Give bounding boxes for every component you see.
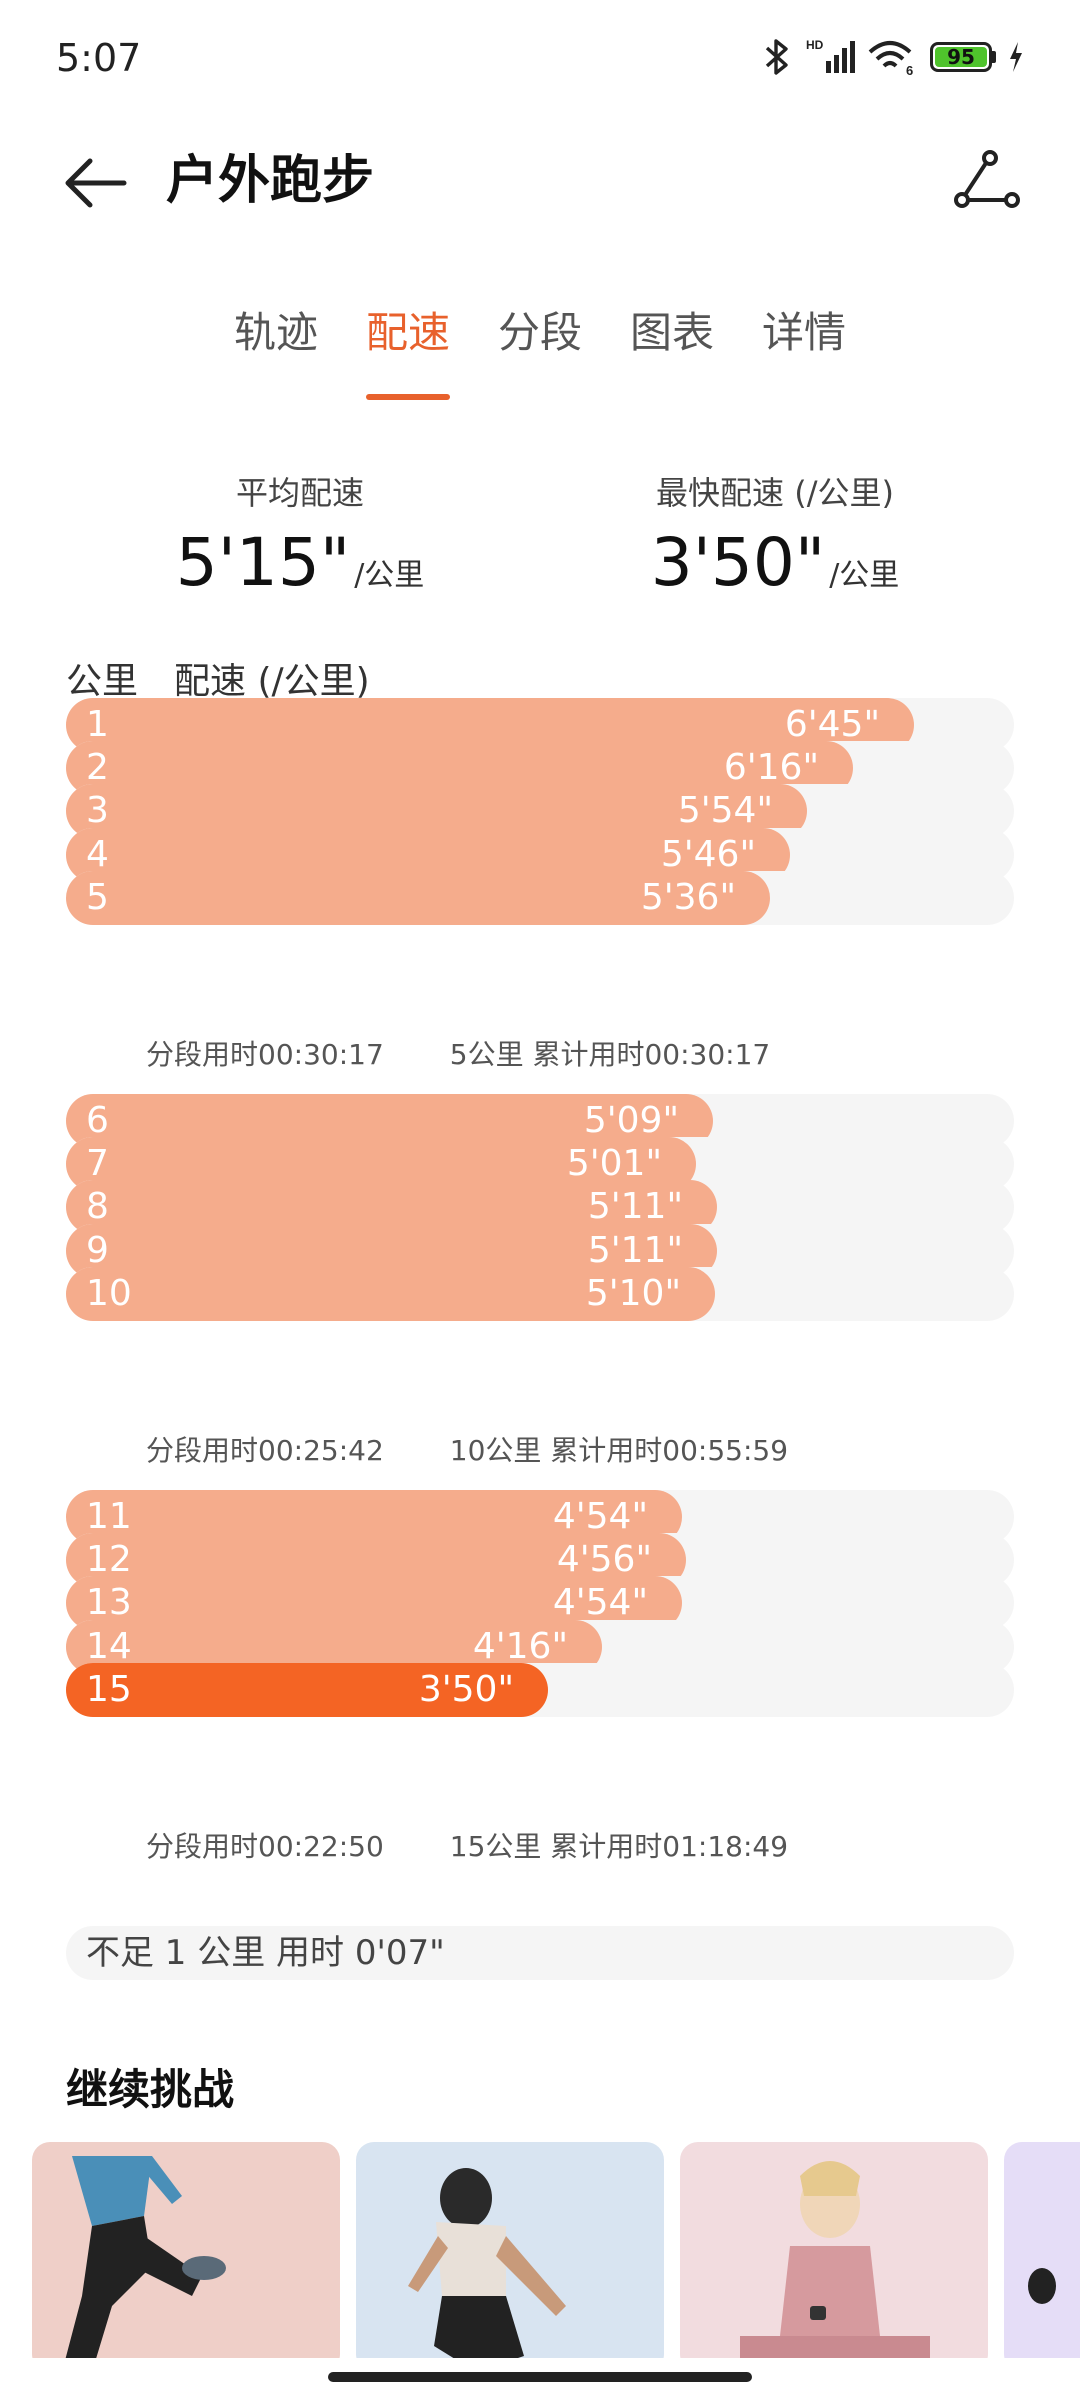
tab-splits[interactable]: 分段	[497, 308, 582, 357]
challenge-card[interactable]	[680, 2142, 988, 2358]
cellular-signal-icon: HD	[806, 38, 855, 73]
back-button[interactable]	[60, 148, 134, 218]
status-bar: 5:07 HD 6 95	[0, 0, 1080, 120]
pace-bar-km-label: 15	[86, 1668, 132, 1710]
arrow-left-icon	[65, 158, 127, 208]
home-indicator[interactable]	[328, 2372, 752, 2382]
average-pace-value: 5'15"	[175, 524, 351, 601]
remainder-row: 不足 1 公里 用时 0'07"	[66, 1926, 1014, 1980]
pace-bar-km-label: 10	[86, 1272, 132, 1314]
average-pace-label: 平均配速	[235, 474, 364, 512]
status-icons: HD 6 95	[762, 34, 1024, 80]
pace-bar-value-label: 5'01"	[566, 1143, 662, 1185]
runner-photo	[408, 2168, 566, 2358]
remainder-label: 不足 1 公里 用时 0'07"	[86, 1933, 445, 1973]
tab-track[interactable]: 轨迹	[233, 308, 318, 357]
pace-bar: 15 3'50"	[66, 1662, 548, 1717]
pace-bar-km-label: 7	[86, 1143, 109, 1185]
pace-bar-value-label: 4'54"	[552, 1496, 648, 1537]
tab-details[interactable]: 详情	[762, 308, 847, 357]
average-pace-unit: /公里	[354, 558, 425, 593]
average-pace-stat: 平均配速 5'15"/公里	[150, 468, 450, 601]
pace-bar-km-label: 6	[86, 1100, 109, 1141]
page-title: 户外跑步	[166, 151, 375, 211]
pace-bar-row: 15 3'50"	[66, 1662, 1014, 1717]
runner-photo	[65, 2156, 226, 2358]
pace-bar-km-label: 2	[86, 747, 109, 789]
pace-bar-km-label: 4	[86, 833, 109, 875]
fastest-pace-label: 最快配速 (/公里)	[656, 474, 894, 512]
pace-bar-km-label: 12	[86, 1539, 132, 1581]
pace-bar-km-label: 1	[86, 704, 109, 745]
wifi-badge: 6	[906, 63, 913, 77]
pace-bar-km-label: 9	[86, 1229, 109, 1271]
tab-bar: 轨迹 配速 分段 图表 详情	[0, 298, 1080, 400]
column-pace-label: 配速 (/公里)	[174, 661, 370, 702]
pace-bar-km-label: 8	[86, 1186, 109, 1228]
charging-icon	[1010, 42, 1022, 72]
split-time: 分段用时00:22:50	[146, 1830, 384, 1863]
split-summary: 分段用时00:25:42 10公里 累计用时00:55:59	[146, 1429, 788, 1469]
network-type-label: HD	[806, 38, 824, 52]
tab-charts[interactable]: 图表	[630, 308, 715, 357]
pace-bar-km-label: 5	[86, 876, 109, 918]
pace-bar-km-label: 14	[86, 1625, 132, 1667]
challenge-card[interactable]	[356, 2142, 664, 2358]
tab-pace[interactable]: 配速	[365, 298, 450, 400]
pace-bar-km-label: 11	[86, 1496, 132, 1537]
challenge-card[interactable]	[1004, 2142, 1080, 2358]
pace-bar-value-label: 5'54"	[677, 790, 773, 832]
route-icon	[954, 150, 1020, 208]
battery-icon: 95	[930, 42, 996, 72]
pace-bar-row: 10 5'10"	[66, 1266, 1014, 1321]
pace-bar-value-label: 5'11"	[587, 1229, 683, 1271]
challenge-card[interactable]	[32, 2142, 340, 2358]
pace-bar-row: 5 5'36"	[66, 870, 1014, 925]
pace-bar-value-label: 5'36"	[640, 876, 736, 918]
fastest-pace-unit: /公里	[829, 558, 900, 593]
pace-bar-value-label: 6'45"	[784, 704, 880, 745]
pace-bar: 5 5'36"	[66, 870, 770, 925]
fitness-photo	[1028, 2268, 1056, 2304]
pace-bar-km-label: 13	[86, 1582, 132, 1624]
challenge-section-title: 继续挑战	[66, 2065, 235, 2114]
pace-bar-value-label: 5'09"	[583, 1100, 679, 1141]
pace-summary: 平均配速 5'15"/公里 最快配速 (/公里) 3'50"/公里	[0, 468, 1080, 608]
bluetooth-icon	[765, 39, 788, 75]
pace-bar-value-label: 3'50"	[418, 1668, 514, 1710]
pace-bar-value-label: 4'16"	[472, 1625, 568, 1667]
pace-bar-value-label: 4'54"	[552, 1582, 648, 1624]
split-summary: 分段用时00:22:50 15公里 累计用时01:18:49	[146, 1825, 788, 1865]
split-summary: 分段用时00:30:17 5公里 累计用时00:30:17	[146, 1033, 770, 1073]
challenge-carousel	[32, 2142, 1080, 2358]
fastest-pace-value: 3'50"	[650, 524, 826, 601]
split-time: 分段用时00:30:17	[146, 1038, 384, 1071]
status-time: 5:07	[56, 36, 142, 80]
cumulative-time: 10公里 累计用时00:55:59	[449, 1434, 789, 1467]
pace-bar-value-label: 5'10"	[585, 1272, 681, 1314]
pace-bar-value-label: 4'56"	[556, 1539, 652, 1581]
split-time: 分段用时00:25:42	[146, 1434, 384, 1467]
battery-level: 95	[935, 47, 987, 67]
wifi-icon: 6	[868, 41, 913, 77]
pace-bar: 10 5'10"	[66, 1266, 715, 1321]
route-share-button[interactable]	[950, 146, 1022, 218]
fastest-pace-stat: 最快配速 (/公里) 3'50"/公里	[610, 468, 940, 601]
cumulative-time: 15公里 累计用时01:18:49	[449, 1830, 789, 1863]
pace-bar-km-label: 3	[86, 790, 109, 832]
pace-bar-value-label: 6'16"	[723, 747, 819, 789]
column-header: 公里 配速 (/公里)	[66, 652, 406, 704]
cumulative-time: 5公里 累计用时00:30:17	[449, 1038, 771, 1071]
pace-bar-value-label: 5'46"	[660, 833, 756, 875]
pace-bar-value-label: 5'11"	[587, 1186, 683, 1228]
column-km-label: 公里	[66, 661, 139, 702]
yoga-photo	[740, 2161, 930, 2358]
